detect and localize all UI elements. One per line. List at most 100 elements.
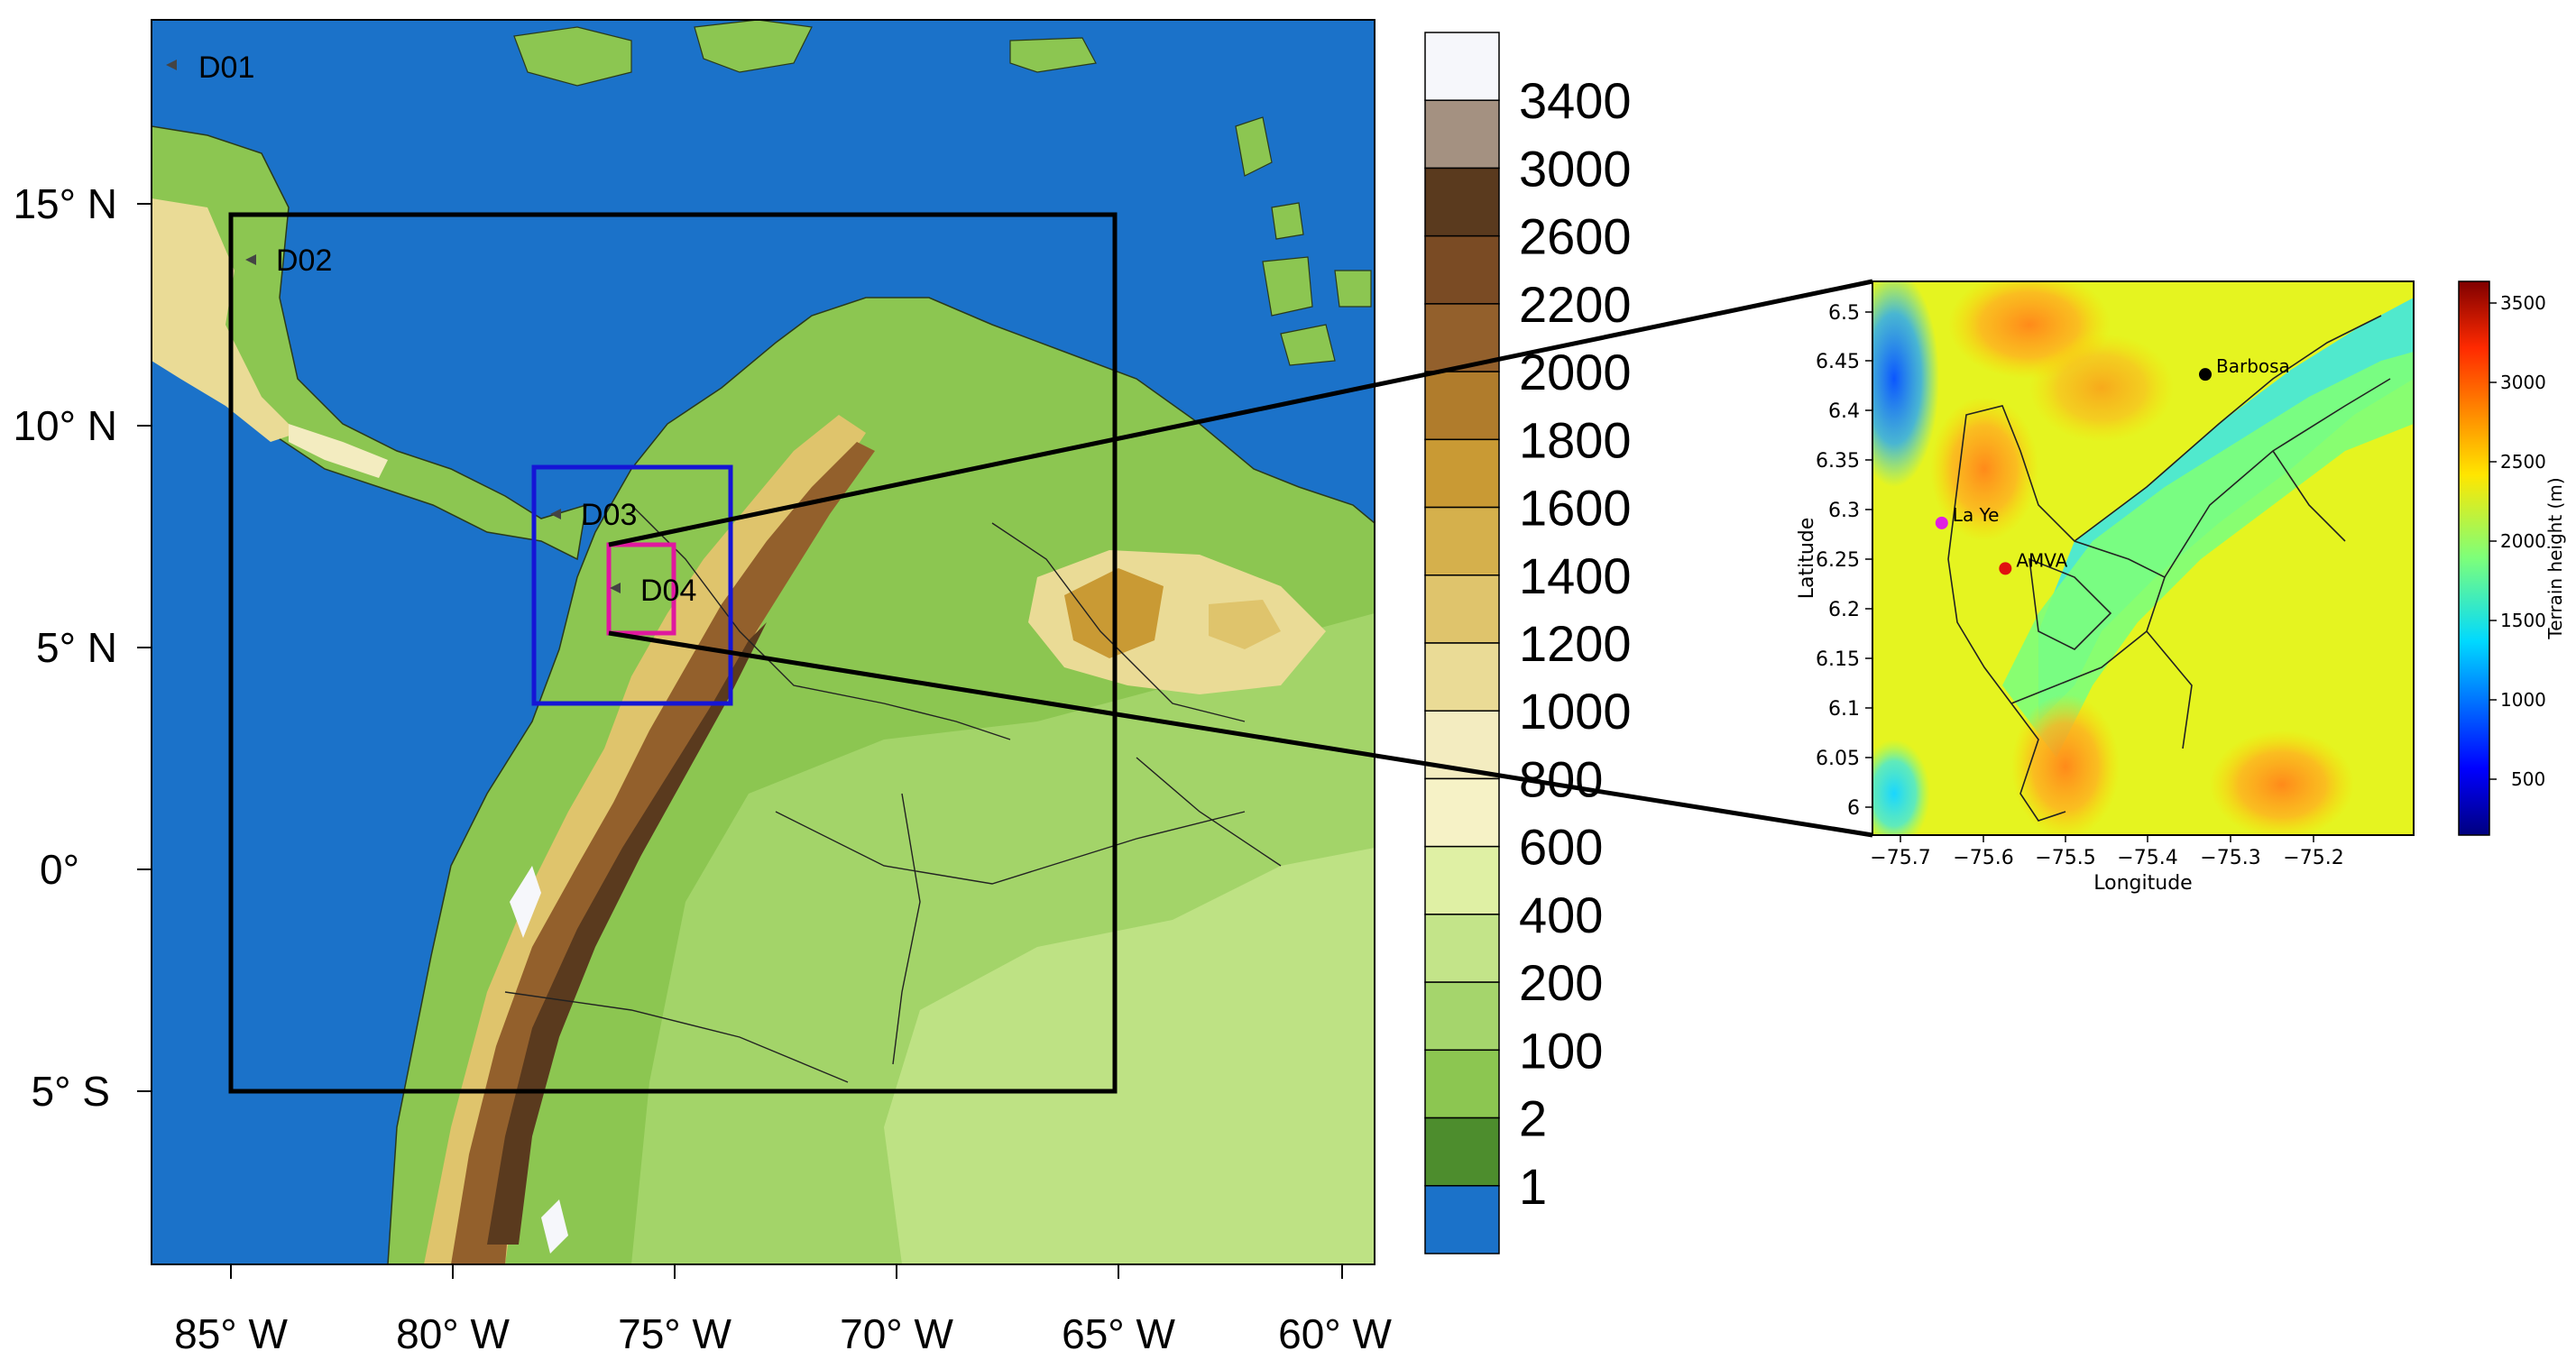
- guiana-highlands-core-2: [1209, 600, 1281, 649]
- inset-high-southeast: [2210, 730, 2354, 835]
- main-colorbar-labels: 3400 3000 2600 2200 2000 1800 1600 1400 …: [1519, 72, 1632, 1215]
- country-borders: [504, 504, 1282, 1083]
- colorbar-segment: [1424, 574, 1500, 644]
- domain-d01-marker-icon: [166, 60, 177, 70]
- cb-label-3400: 3400: [1519, 72, 1632, 129]
- inset-y-tick-6.1: 6.1: [1828, 698, 1860, 721]
- inset-x-tick-marks: [1900, 835, 2314, 842]
- inset-cb-tick-3500: 3500: [2500, 292, 2546, 314]
- lowland-patches: [884, 848, 1375, 1264]
- andes-snow: [510, 866, 568, 1254]
- lon-tick-65w: 65° W: [1062, 1310, 1175, 1357]
- inset-y-tick-6.15: 6.15: [1816, 648, 1860, 671]
- colorbar-segment: [1424, 981, 1500, 1052]
- inset-colorbar-tick-marks: [2489, 302, 2497, 780]
- inset-x-tick-75.5: −75.5: [2035, 847, 2095, 869]
- lat-tick-5s: 5° S: [32, 1068, 110, 1115]
- inset-x-tick-75.6: −75.6: [1953, 847, 2013, 869]
- lat-tick-10n: 10° N: [13, 402, 117, 449]
- inset-y-tick-6.45: 6.45: [1816, 351, 1860, 373]
- colorbar-segment: [1424, 642, 1500, 712]
- lat-tick-5n: 5° N: [36, 624, 117, 671]
- station-barbosa-marker: [2199, 368, 2213, 381]
- colorbar-segment: [1424, 99, 1500, 170]
- colorbar-segment: [1424, 777, 1500, 848]
- inset-y-tick-6.3: 6.3: [1828, 500, 1860, 522]
- central-america-highlands: [152, 198, 298, 442]
- domain-d04-label: D04: [640, 574, 696, 608]
- inset-y-tick-6: 6: [1847, 797, 1860, 820]
- inset-y-axis-title: Latitude: [1796, 518, 1818, 600]
- inset-y-tick-6.5: 6.5: [1828, 302, 1860, 325]
- domain-d03-label: D03: [581, 498, 637, 532]
- cb-label-200: 200: [1519, 954, 1603, 1011]
- cb-label-1800: 1800: [1519, 411, 1632, 468]
- cb-label-1000: 1000: [1519, 683, 1632, 740]
- map-frame: [151, 19, 1375, 1265]
- station-la-ye-label: La Ye: [1953, 504, 2000, 526]
- inset-high-west: [1930, 397, 2038, 541]
- inset-cb-tick-500: 500: [2511, 768, 2545, 790]
- cb-label-3000: 3000: [1519, 140, 1632, 197]
- zoom-line-top: [608, 279, 1873, 547]
- inset-y-tick-6.25: 6.25: [1816, 549, 1860, 572]
- inset-cb-tick-2500: 2500: [2500, 451, 2546, 473]
- inset-y-tick-6.35: 6.35: [1816, 450, 1860, 473]
- inset-colorbar: [2458, 280, 2490, 836]
- colorbar-segment: [1424, 32, 1500, 101]
- lon-tick-60w: 60° W: [1278, 1310, 1392, 1357]
- inset-y-tick-6.4: 6.4: [1828, 400, 1860, 423]
- island-puerto-rico: [1009, 37, 1097, 73]
- terrain-map: D01 D02 D03 D04 85° W 80° W 75° W 70° W …: [13, 19, 1392, 1357]
- cb-label-2200: 2200: [1519, 276, 1632, 333]
- domain-d03-marker-icon: [550, 509, 561, 519]
- station-amva-marker: [1999, 562, 2012, 575]
- inset-x-tick-75.3: −75.3: [2200, 847, 2260, 869]
- station-barbosa-label: Barbosa: [2216, 355, 2290, 377]
- domain-d02-box: [228, 212, 1118, 1094]
- inset-low-west-2: [1872, 740, 1930, 835]
- lon-tick-75w: 75° W: [618, 1310, 731, 1357]
- cb-label-1400: 1400: [1519, 547, 1632, 604]
- inset-cb-tick-2000: 2000: [2500, 530, 2546, 552]
- inset-terrain-map: −75.7 −75.6 −75.5 −75.4 −75.3 −75.2 Long…: [1796, 280, 2566, 895]
- inset-cb-tick-1500: 1500: [2500, 610, 2546, 631]
- island-hispaniola: [694, 20, 813, 73]
- station-la-ye-marker: [1935, 516, 1948, 529]
- cb-label-2: 2: [1519, 1090, 1547, 1147]
- andes-peaks: [487, 622, 767, 1245]
- lon-tick-marks: [230, 1264, 1343, 1279]
- inset-municipal-borders: [1947, 315, 2391, 822]
- inset-low-west: [1872, 281, 1939, 487]
- inset-colorbar-title: Terrain height (m): [2544, 477, 2566, 639]
- inset-valley-green: [2002, 352, 2414, 758]
- colorbar-segment: [1424, 371, 1500, 441]
- inset-x-axis-title: Longitude: [2093, 872, 2192, 895]
- inset-x-tick-75.2: −75.2: [2283, 847, 2343, 869]
- lat-tick-15n: 15° N: [13, 180, 117, 227]
- andes-range: [451, 442, 875, 1264]
- cb-label-100: 100: [1519, 1022, 1603, 1079]
- inset-y-tick-6.2: 6.2: [1828, 599, 1860, 621]
- colorbar-segment: [1424, 1185, 1500, 1254]
- colorbar-segment: [1424, 1116, 1500, 1187]
- colorbar-segment: [1424, 234, 1500, 305]
- cb-label-2600: 2600: [1519, 208, 1632, 265]
- island-cuba: [513, 26, 632, 87]
- island-lesser-antilles: [1235, 116, 1372, 366]
- domain-d02-label: D02: [276, 243, 332, 278]
- station-amva-label: AMVA: [2016, 549, 2067, 571]
- colorbar-segment: [1424, 914, 1500, 983]
- inset-x-tick-75.7: −75.7: [1870, 847, 1930, 869]
- lon-tick-85w: 85° W: [174, 1310, 288, 1357]
- colorbar-segment: [1424, 845, 1500, 915]
- cb-label-1: 1: [1519, 1158, 1547, 1215]
- inset-y-tick-marks: [1865, 311, 1872, 808]
- colorbar-segment: [1424, 167, 1500, 237]
- inset-high-south: [2011, 694, 2120, 835]
- lon-tick-70w: 70° W: [840, 1310, 953, 1357]
- lat-tick-0: 0°: [40, 846, 79, 893]
- lon-tick-80w: 80° W: [396, 1310, 510, 1357]
- domain-d04-marker-icon: [610, 583, 621, 593]
